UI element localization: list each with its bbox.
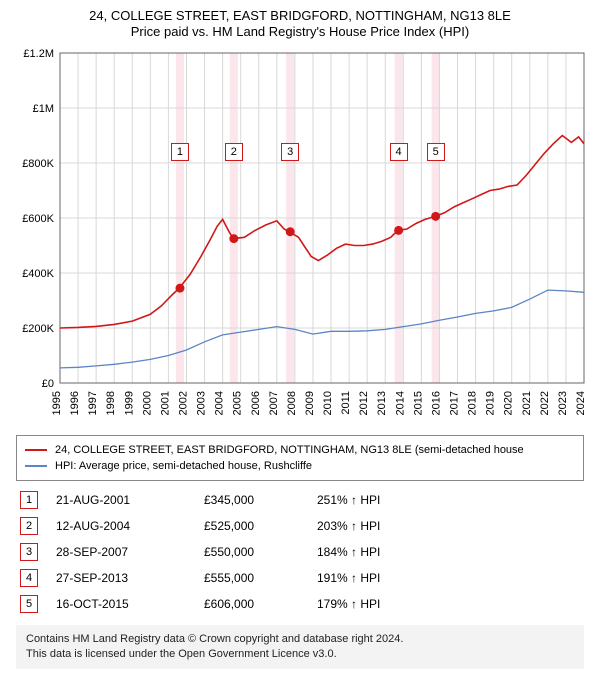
svg-text:2006: 2006 [250,391,262,415]
row-date: 27-SEP-2013 [56,571,186,585]
row-price: £550,000 [204,545,299,559]
table-row: 4 27-SEP-2013 £555,000 191% ↑ HPI [16,565,584,591]
row-price: £525,000 [204,519,299,533]
title-block: 24, COLLEGE STREET, EAST BRIDGFORD, NOTT… [10,8,590,39]
table-row: 5 16-OCT-2015 £606,000 179% ↑ HPI [16,591,584,617]
svg-text:2022: 2022 [539,391,551,415]
svg-text:£400K: £400K [22,268,54,280]
row-hpi: 184% ↑ HPI [317,545,380,559]
svg-text:2011: 2011 [340,391,352,415]
title-subtitle: Price paid vs. HM Land Registry's House … [10,24,590,39]
table-row: 2 12-AUG-2004 £525,000 203% ↑ HPI [16,513,584,539]
row-date: 28-SEP-2007 [56,545,186,559]
legend-swatch-blue [25,465,47,467]
svg-text:1995: 1995 [51,391,63,415]
row-price: £606,000 [204,597,299,611]
chart-marker-label: 4 [390,143,408,161]
svg-text:2010: 2010 [322,391,334,415]
footer-line: Contains HM Land Registry data © Crown c… [26,632,574,647]
svg-text:2001: 2001 [159,391,171,415]
row-marker: 5 [20,595,38,613]
svg-text:£0: £0 [42,378,54,390]
svg-text:1997: 1997 [87,391,99,415]
svg-text:1996: 1996 [69,391,81,415]
svg-text:2005: 2005 [232,391,244,415]
price-table: 1 21-AUG-2001 £345,000 251% ↑ HPI 2 12-AUG-20… [16,487,584,617]
svg-text:2007: 2007 [268,391,280,415]
svg-text:2019: 2019 [485,391,497,415]
chart-marker-label: 3 [281,143,299,161]
chart-marker-label: 1 [171,143,189,161]
svg-text:2015: 2015 [412,391,424,415]
svg-text:2014: 2014 [394,391,406,415]
svg-text:£600K: £600K [22,213,54,225]
row-marker: 2 [20,517,38,535]
svg-text:£1.2M: £1.2M [23,48,54,60]
row-price: £345,000 [204,493,299,507]
table-row: 3 28-SEP-2007 £550,000 184% ↑ HPI [16,539,584,565]
row-price: £555,000 [204,571,299,585]
svg-text:2002: 2002 [177,391,189,415]
footer: Contains HM Land Registry data © Crown c… [16,625,584,669]
legend: 24, COLLEGE STREET, EAST BRIDGFORD, NOTT… [16,435,584,481]
svg-text:2000: 2000 [141,391,153,415]
footer-line: This data is licensed under the Open Gov… [26,647,574,662]
row-hpi: 203% ↑ HPI [317,519,380,533]
chart: £0 £200K £400K £600K £800K £1M £1.2M 1995 1996 19… [10,45,590,425]
svg-text:2013: 2013 [376,391,388,415]
row-date: 12-AUG-2004 [56,519,186,533]
svg-text:2008: 2008 [286,391,298,415]
row-marker: 1 [20,491,38,509]
legend-label: HPI: Average price, semi-detached house,… [55,460,312,472]
svg-text:2016: 2016 [430,391,442,415]
svg-text:£1M: £1M [33,103,54,115]
table-row: 1 21-AUG-2001 £345,000 251% ↑ HPI [16,487,584,513]
chart-marker-label: 2 [225,143,243,161]
svg-text:2004: 2004 [214,391,226,415]
svg-text:2023: 2023 [557,391,569,415]
row-hpi: 179% ↑ HPI [317,597,380,611]
row-marker: 3 [20,543,38,561]
svg-text:1999: 1999 [123,391,135,415]
svg-text:2017: 2017 [449,391,461,415]
svg-text:2003: 2003 [196,391,208,415]
row-marker: 4 [20,569,38,587]
row-date: 16-OCT-2015 [56,597,186,611]
svg-text:1998: 1998 [105,391,117,415]
row-hpi: 191% ↑ HPI [317,571,380,585]
svg-text:2021: 2021 [521,391,533,415]
legend-row: 24, COLLEGE STREET, EAST BRIDGFORD, NOTT… [25,442,575,458]
row-date: 21-AUG-2001 [56,493,186,507]
chart-svg: £0 £200K £400K £600K £800K £1M £1.2M 1995 1996 19… [10,45,590,425]
title-address: 24, COLLEGE STREET, EAST BRIDGFORD, NOTT… [10,8,590,23]
svg-text:2009: 2009 [304,391,316,415]
legend-row: HPI: Average price, semi-detached house,… [25,458,575,474]
svg-text:2020: 2020 [503,391,515,415]
chart-marker-label: 5 [427,143,445,161]
svg-text:£800K: £800K [22,158,54,170]
svg-text:2012: 2012 [358,391,370,415]
row-hpi: 251% ↑ HPI [317,493,380,507]
svg-text:2018: 2018 [467,391,479,415]
legend-label: 24, COLLEGE STREET, EAST BRIDGFORD, NOTT… [55,444,524,456]
legend-swatch-red [25,449,47,451]
svg-text:2024: 2024 [575,391,587,415]
svg-text:£200K: £200K [22,323,54,335]
